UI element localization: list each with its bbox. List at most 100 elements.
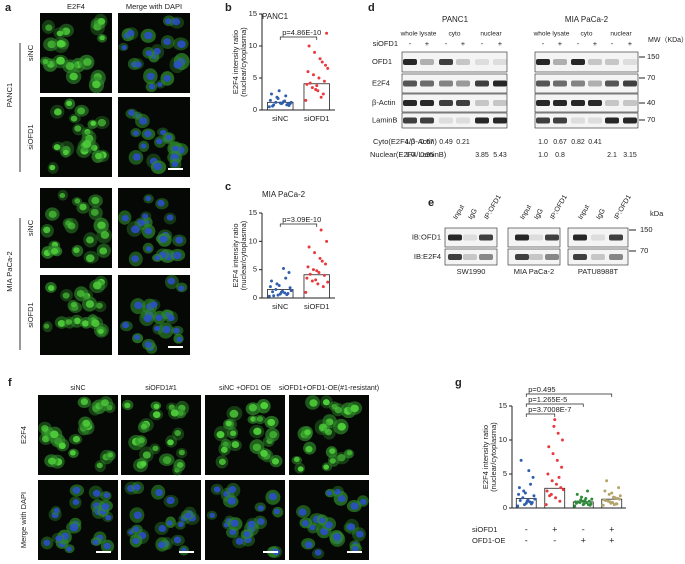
panel-letter: e <box>428 197 434 209</box>
mw-label: 40 <box>647 98 655 107</box>
data-point <box>519 458 523 462</box>
data-point <box>287 271 291 274</box>
data-point <box>278 292 282 296</box>
data-point <box>580 495 584 499</box>
fraction-label: nuclear <box>610 31 632 38</box>
nucleus <box>163 38 171 46</box>
nucleus <box>152 445 159 452</box>
bar <box>601 498 623 509</box>
nucleus <box>166 520 173 526</box>
nucleus <box>162 325 171 334</box>
nucleus <box>105 514 112 521</box>
nucleus <box>252 443 262 452</box>
nucleus <box>133 511 142 519</box>
data-point <box>305 82 309 86</box>
blot-band <box>536 80 550 87</box>
nucleus <box>144 130 152 138</box>
blot-band <box>463 234 477 241</box>
nucleus <box>69 450 76 456</box>
blot-band <box>456 80 470 87</box>
nucleus <box>176 336 183 342</box>
nucleus <box>156 138 163 145</box>
data-point <box>319 228 323 232</box>
data-point <box>322 79 326 83</box>
data-point <box>304 290 308 294</box>
y-tick-label: 15 <box>249 208 257 217</box>
column-label: siNC <box>70 385 85 392</box>
data-point <box>322 273 326 277</box>
nucleus <box>92 80 101 89</box>
row-label: siOFD1 <box>26 124 35 149</box>
panel-letter: d <box>368 2 375 14</box>
column-label: Merge with DAPI <box>126 2 182 11</box>
blot-band <box>463 254 477 260</box>
nucleus <box>153 47 161 55</box>
nucleus <box>145 246 152 252</box>
data-point <box>561 488 565 492</box>
nucleus <box>74 125 82 132</box>
nucleus <box>144 341 152 348</box>
data-point <box>604 499 608 503</box>
cell-line-label: SW1990 <box>457 267 486 276</box>
data-point <box>587 499 591 503</box>
data-point <box>617 497 621 501</box>
band-label: LaminB <box>372 115 397 124</box>
nucleus <box>166 214 174 221</box>
nucleus <box>91 196 100 205</box>
data-point <box>550 479 554 483</box>
blot-band <box>420 117 434 124</box>
data-point <box>584 496 588 500</box>
sign-label: + <box>628 39 633 48</box>
blot-frame <box>534 73 639 94</box>
nucleus <box>271 458 280 465</box>
nucleus <box>222 441 229 447</box>
data-point <box>267 294 271 298</box>
data-point <box>527 469 531 473</box>
nucleus <box>61 27 71 36</box>
nucleus <box>150 301 158 308</box>
blot-band <box>403 80 417 87</box>
condition-label: siOFD1 <box>472 525 497 534</box>
data-point <box>324 262 328 266</box>
nucleus <box>70 301 77 308</box>
data-point <box>272 103 276 107</box>
nucleus <box>133 484 141 491</box>
blot-band <box>588 59 602 65</box>
blot-frame <box>534 93 639 113</box>
nucleus <box>90 120 96 126</box>
band-label: E2F4 <box>372 78 390 87</box>
y-tick-label: 0 <box>253 105 257 114</box>
nucleus <box>140 423 148 430</box>
blot-band <box>529 234 543 241</box>
nucleus <box>53 144 61 151</box>
data-point <box>308 272 312 276</box>
data-point <box>283 291 287 295</box>
data-point <box>573 504 577 508</box>
band-label: β-Actin <box>372 98 396 107</box>
blot-band <box>403 59 417 65</box>
data-point <box>275 282 279 286</box>
nucleus <box>85 254 95 263</box>
nucleus <box>72 486 81 494</box>
y-axis-label: E2F4 intensity ratio <box>231 30 240 94</box>
data-point <box>321 285 325 289</box>
blot-frame <box>534 112 639 129</box>
nucleus <box>319 517 326 524</box>
nucleus <box>131 255 139 263</box>
nucleus <box>163 74 171 82</box>
data-point <box>558 499 562 503</box>
blot-band <box>493 59 507 65</box>
nucleus <box>273 508 281 515</box>
blot-band <box>605 100 619 106</box>
bar <box>303 274 330 299</box>
nucleus <box>97 17 106 25</box>
nucleus <box>144 227 153 235</box>
blot-band <box>536 100 550 106</box>
nucleus <box>168 404 175 411</box>
blot-frame <box>401 93 508 113</box>
data-point <box>325 239 329 243</box>
data-point <box>557 475 561 479</box>
nucleus <box>155 314 163 322</box>
nucleus <box>256 416 264 422</box>
